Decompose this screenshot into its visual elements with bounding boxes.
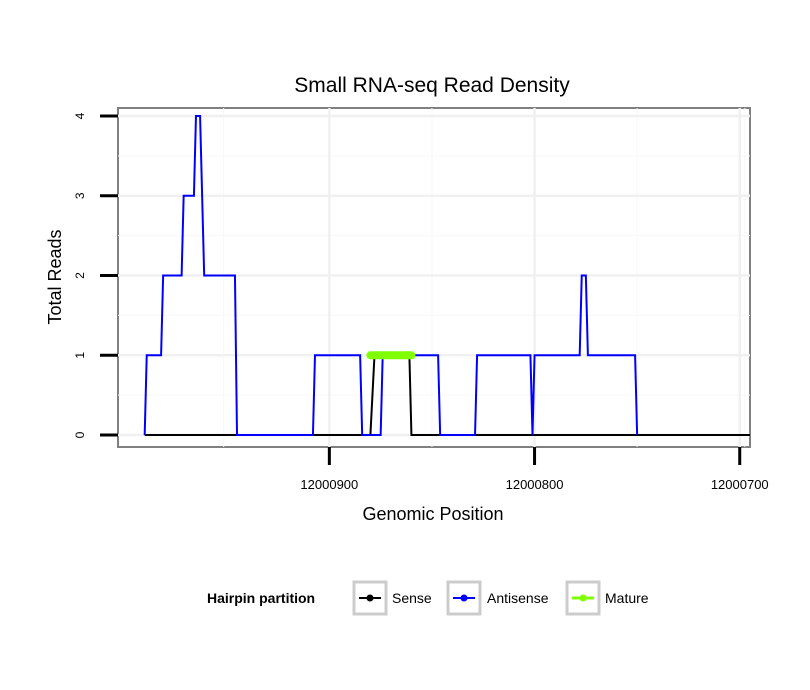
legend-item-sense: Sense [352, 580, 432, 616]
data-series [143, 114, 750, 437]
legend-dot-antisense [460, 594, 468, 602]
axes: 0 1 2 3 4 12000900 12000800 12000700 [73, 112, 769, 492]
legend-item-antisense: Antisense [446, 580, 549, 616]
legend-title: Hairpin partition [207, 590, 315, 606]
y-tick-label: 2 [73, 272, 87, 279]
legend: Hairpin partition Sense Antisense Mature [207, 580, 649, 616]
legend-dot-mature [579, 594, 587, 602]
plot-panel [117, 107, 751, 448]
legend-label-mature: Mature [605, 590, 649, 606]
chart-title: Small RNA-seq Read Density [294, 74, 570, 97]
y-tick-label: 3 [73, 192, 87, 199]
legend-dot-sense [366, 594, 374, 602]
x-tick-label: 12000700 [711, 477, 769, 492]
y-tick-label: 0 [73, 431, 87, 438]
y-axis-label: Total Reads [45, 229, 65, 324]
legend-label-antisense: Antisense [487, 590, 549, 606]
y-tick-label: 4 [73, 112, 87, 119]
legend-item-mature: Mature [565, 580, 649, 616]
y-tick-label: 1 [73, 352, 87, 359]
x-tick-label: 12000900 [300, 477, 358, 492]
x-axis-label: Genomic Position [362, 504, 503, 524]
x-tick-label: 12000800 [506, 477, 564, 492]
series-line-antisense [143, 114, 639, 437]
legend-label-sense: Sense [392, 590, 432, 606]
